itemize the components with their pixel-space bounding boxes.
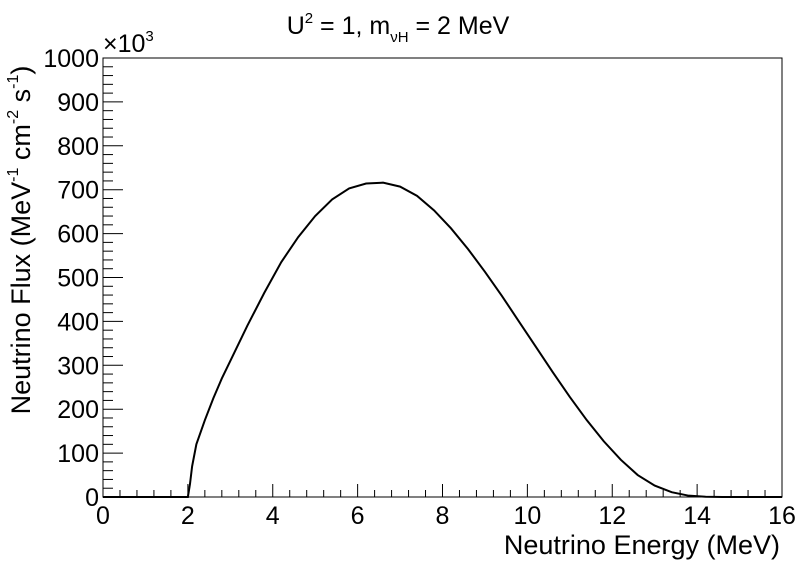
multiplier-base: ×10 <box>103 30 146 58</box>
multiplier-exponent: 3 <box>145 28 154 45</box>
x-tick-label: 12 <box>598 502 626 530</box>
x-tick-label: 6 <box>351 502 365 530</box>
y-tick-label: 300 <box>57 352 99 380</box>
axis-tick-labels: 0 2 4 6 8 10 12 14 16 0 100 200 300 400 500 600 700 800 90… <box>43 45 796 530</box>
plot-frame <box>102 57 783 498</box>
ylabel-exp-c: -1 <box>5 74 22 89</box>
y-tick-label: 500 <box>57 265 99 293</box>
title-mass-subscript: νH <box>390 29 409 46</box>
y-tick-label: 0 <box>85 484 99 512</box>
y-tick-label: 700 <box>57 177 99 205</box>
ylabel-exp-b: -2 <box>5 109 22 125</box>
x-tick-label: 2 <box>181 502 195 530</box>
x-tick-label: 14 <box>683 502 711 530</box>
y-tick-label: 200 <box>57 396 99 424</box>
title-mass-value: = 2 MeV <box>408 12 510 40</box>
flux-series-line <box>103 181 782 498</box>
title-equation: = 1, m <box>313 12 391 40</box>
y-tick-label: 1000 <box>43 45 99 73</box>
x-tick-label: 16 <box>768 502 796 530</box>
ylabel-part-d: ) <box>6 65 36 75</box>
ylabel-part-a: Neutrino Flux (MeV <box>6 181 36 415</box>
title-u-exponent: 2 <box>304 10 314 27</box>
x-tick-label: 10 <box>513 502 541 530</box>
ylabel-exp-a: -1 <box>5 167 22 182</box>
ylabel-part-c: s <box>6 88 36 110</box>
ylabel-part-b: cm <box>6 124 36 168</box>
axis-ticks <box>102 57 783 498</box>
x-tick-label: 0 <box>96 502 110 530</box>
x-tick-label: 4 <box>266 502 280 530</box>
x-tick-label: 8 <box>436 502 450 530</box>
y-tick-label: 600 <box>57 221 99 249</box>
x-axis-label: Neutrino Energy (MeV) <box>503 530 780 560</box>
y-tick-label: 400 <box>57 308 99 336</box>
y-axis-multiplier: ×103 <box>103 28 154 59</box>
y-tick-label: 100 <box>57 440 99 468</box>
chart-title: U2 = 1, mνH = 2 MeV <box>0 10 796 46</box>
y-tick-label: 900 <box>57 89 99 117</box>
title-u-symbol: U <box>286 12 305 40</box>
y-tick-label: 800 <box>57 133 99 161</box>
y-axis-label: Neutrino Flux (MeV-1 cm-2 s-1) <box>5 66 37 415</box>
